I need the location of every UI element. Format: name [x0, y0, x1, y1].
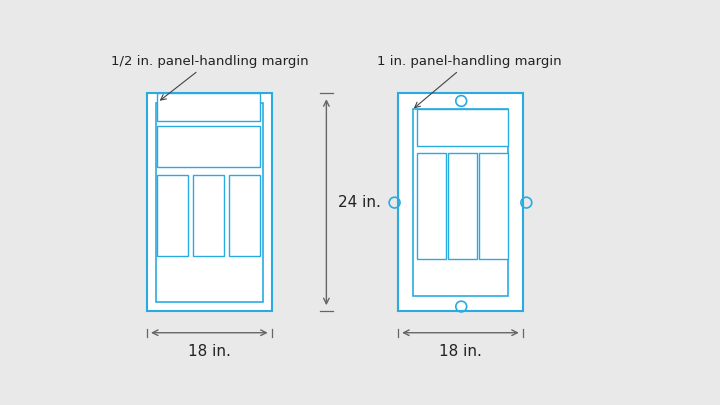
- Bar: [158, 175, 189, 256]
- Bar: [448, 153, 477, 259]
- Bar: [158, 93, 260, 121]
- Text: 18 in.: 18 in.: [188, 343, 231, 358]
- Bar: [147, 93, 272, 311]
- Text: 1 in. panel-handling margin: 1 in. panel-handling margin: [377, 55, 562, 108]
- Bar: [417, 109, 508, 146]
- Bar: [193, 175, 224, 256]
- Text: 1/2 in. panel-handling margin: 1/2 in. panel-handling margin: [112, 55, 309, 100]
- Bar: [397, 93, 523, 311]
- Bar: [417, 153, 446, 259]
- Text: 18 in.: 18 in.: [439, 343, 482, 358]
- Bar: [479, 153, 508, 259]
- Bar: [158, 126, 260, 167]
- Bar: [156, 102, 263, 302]
- Bar: [413, 109, 508, 296]
- Text: 24 in.: 24 in.: [338, 195, 381, 210]
- Bar: [229, 175, 260, 256]
